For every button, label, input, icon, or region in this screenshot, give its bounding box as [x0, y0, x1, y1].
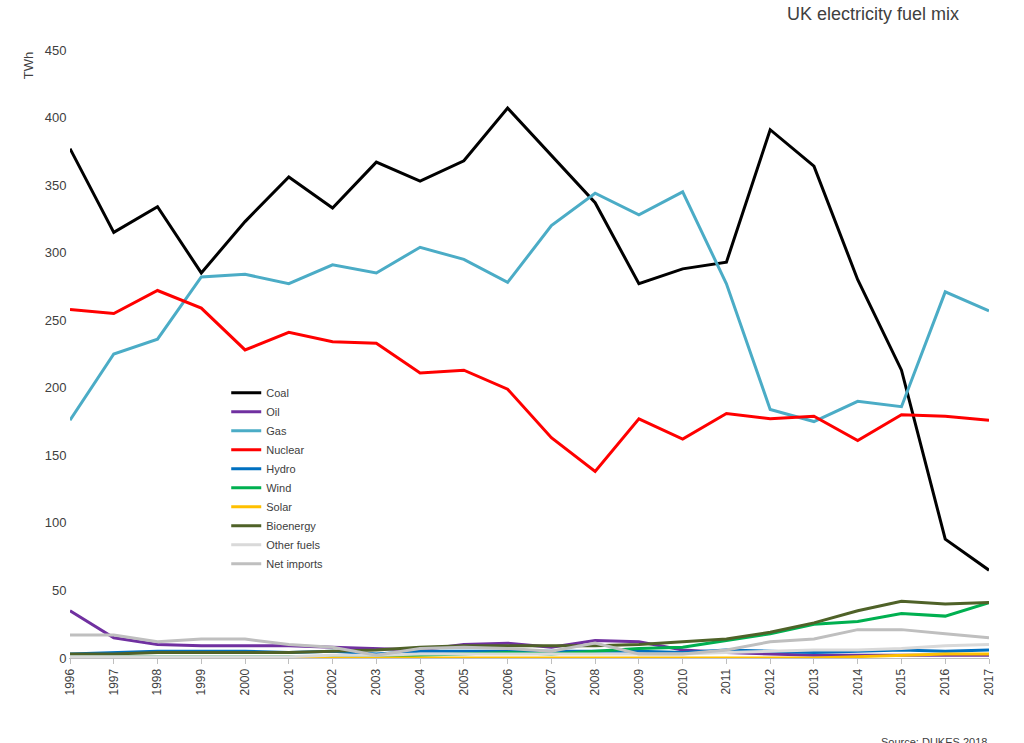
svg-text:150: 150	[45, 448, 67, 463]
svg-text:450: 450	[45, 43, 67, 58]
svg-text:350: 350	[45, 178, 67, 193]
svg-text:2005: 2005	[457, 668, 471, 695]
svg-text:Nuclear: Nuclear	[266, 444, 304, 456]
svg-text:0: 0	[59, 651, 66, 666]
svg-text:Coal: Coal	[266, 387, 289, 399]
svg-text:2001: 2001	[282, 668, 296, 695]
svg-text:2010: 2010	[676, 668, 690, 695]
svg-text:Gas: Gas	[266, 425, 287, 437]
svg-text:2006: 2006	[501, 668, 515, 695]
svg-text:Net imports: Net imports	[266, 558, 323, 570]
svg-text:2015: 2015	[894, 668, 908, 695]
svg-text:2013: 2013	[807, 668, 821, 695]
svg-text:Other fuels: Other fuels	[266, 539, 320, 551]
svg-text:2009: 2009	[632, 668, 646, 695]
svg-text:Solar: Solar	[266, 501, 292, 513]
svg-text:2017: 2017	[982, 668, 996, 695]
svg-text:2000: 2000	[238, 668, 252, 695]
svg-text:2004: 2004	[413, 668, 427, 695]
svg-text:2012: 2012	[763, 668, 777, 695]
svg-text:Wind: Wind	[266, 482, 291, 494]
svg-text:Hydro: Hydro	[266, 463, 295, 475]
svg-text:2011: 2011	[719, 668, 733, 694]
svg-text:1996: 1996	[63, 668, 77, 695]
svg-text:2003: 2003	[369, 668, 383, 695]
svg-text:Oil: Oil	[266, 406, 279, 418]
svg-text:2008: 2008	[588, 668, 602, 695]
svg-text:UK electricity fuel mix: UK electricity fuel mix	[787, 4, 959, 24]
svg-text:Source: DUKES 2018: Source: DUKES 2018	[881, 736, 987, 743]
svg-text:50: 50	[52, 583, 66, 598]
svg-text:250: 250	[45, 313, 67, 328]
svg-text:2002: 2002	[325, 668, 339, 695]
svg-text:2007: 2007	[544, 668, 558, 695]
svg-text:Bioenergy: Bioenergy	[266, 520, 316, 532]
svg-text:2014: 2014	[851, 668, 865, 695]
svg-text:300: 300	[45, 245, 67, 260]
svg-text:1998: 1998	[150, 668, 164, 695]
svg-text:100: 100	[45, 515, 67, 530]
svg-text:2016: 2016	[938, 668, 952, 695]
svg-text:TWh: TWh	[21, 52, 36, 79]
svg-text:400: 400	[45, 110, 67, 125]
svg-text:1997: 1997	[107, 668, 121, 695]
svg-text:200: 200	[45, 380, 67, 395]
svg-text:1999: 1999	[194, 668, 208, 695]
